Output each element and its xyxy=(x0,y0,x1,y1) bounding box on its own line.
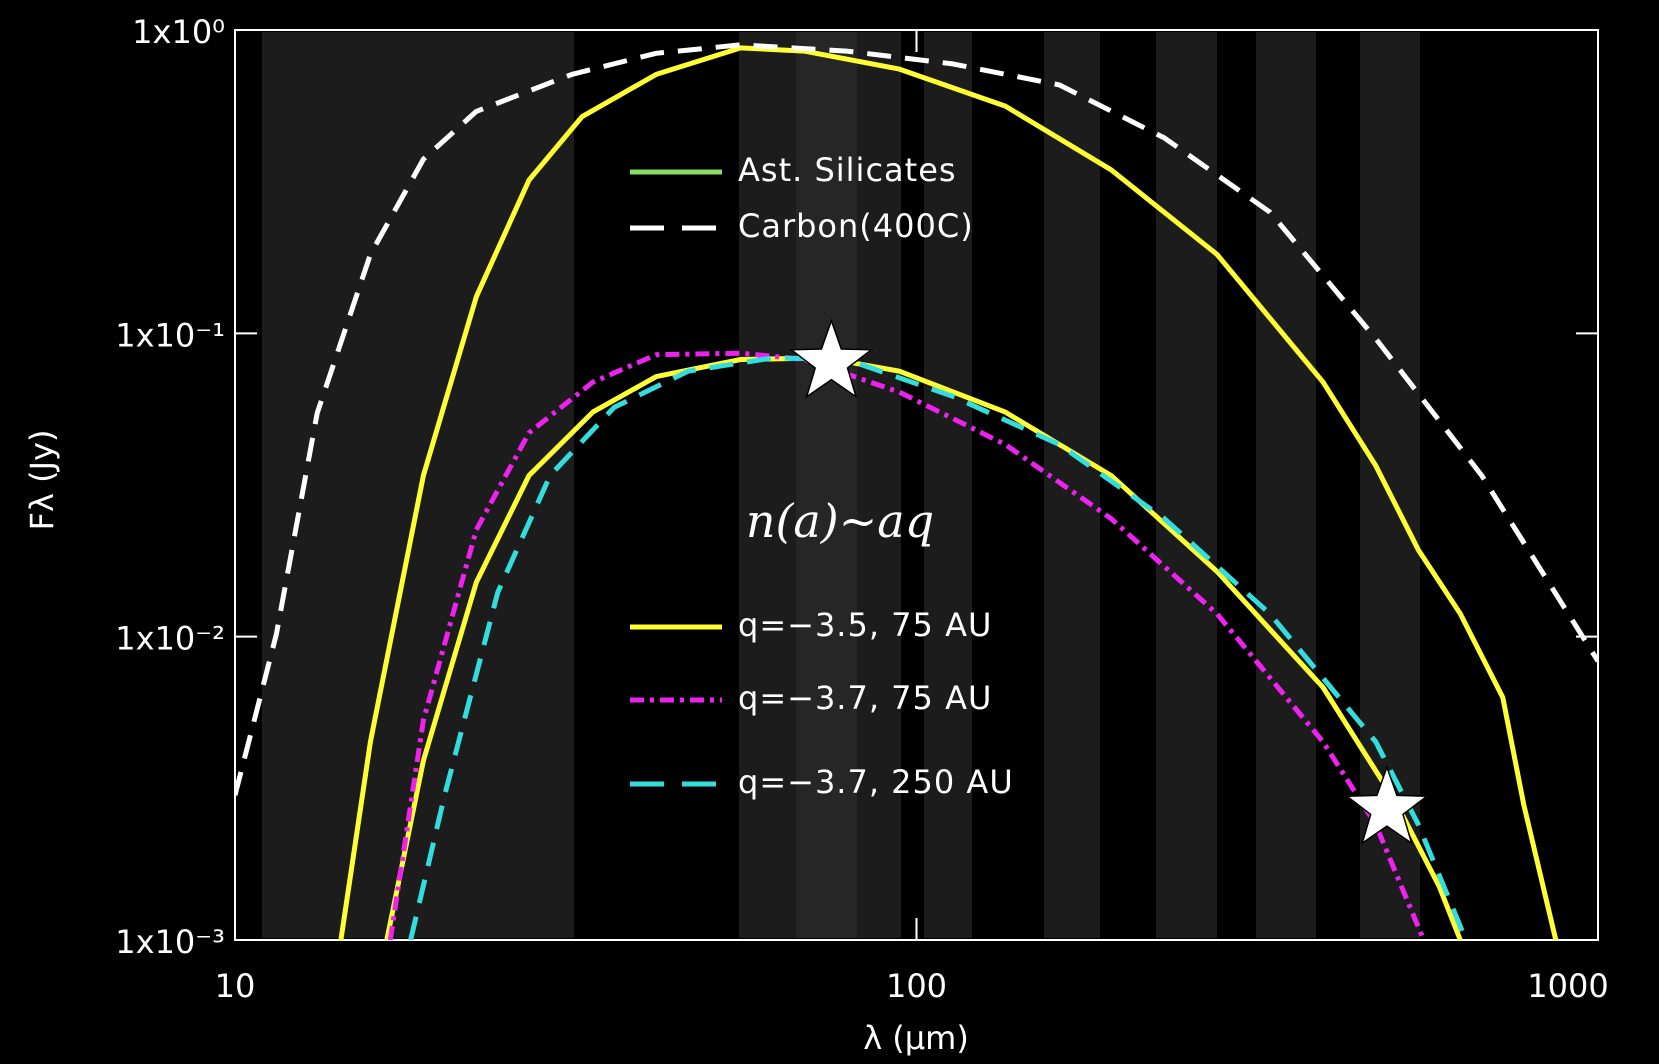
x-tick-label: 100 xyxy=(886,967,947,1005)
legend-label: Carbon(400C) xyxy=(738,207,974,245)
legend-label: q=−3.7, 250 AU xyxy=(738,763,1014,801)
legend-label: q=−3.7, 75 AU xyxy=(738,679,992,717)
annotation: n(a)~aq xyxy=(746,494,934,548)
chart: λ (μm) Fλ (Jy) n(a)~aq 10 100 1000 1x10⁰ 1x1… xyxy=(0,0,1659,1064)
y-tick-label: 1x10⁰ xyxy=(132,13,225,51)
y-tick-label: 1x10⁻² xyxy=(115,620,225,658)
page: {"chart_data": { "type": "line", "xlabel… xyxy=(0,0,1659,1064)
y-tick-label: 1x10⁻³ xyxy=(115,923,225,961)
legend-label: Ast. Silicates xyxy=(738,151,957,189)
legend-label: q=−3.5, 75 AU xyxy=(738,606,992,644)
y-axis-title: Fλ (Jy) xyxy=(23,430,61,531)
x-axis-title: λ (μm) xyxy=(863,1019,969,1057)
y-tick-label: 1x10⁻¹ xyxy=(115,316,225,354)
x-tick-label: 10 xyxy=(215,967,256,1005)
x-tick-label: 1000 xyxy=(1527,967,1608,1005)
